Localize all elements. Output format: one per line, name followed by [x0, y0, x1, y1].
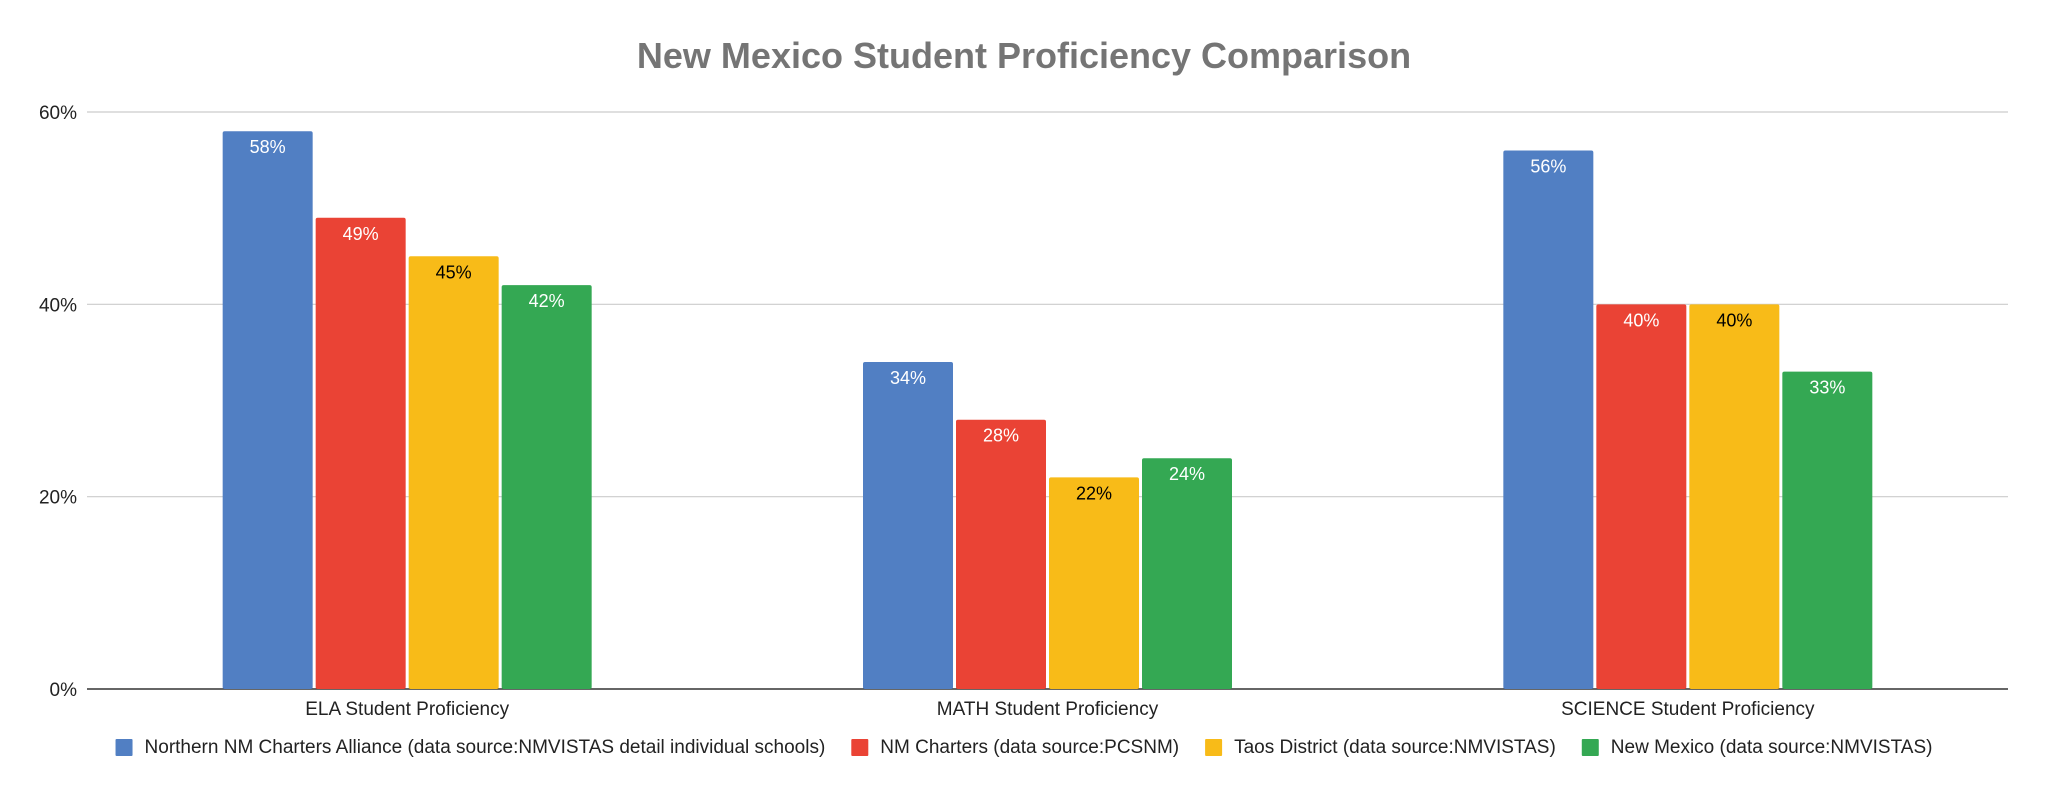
bar-3-3: [1689, 304, 1780, 689]
data-label: 56%: [1530, 156, 1566, 176]
bar-layer: [222, 131, 1873, 690]
y-tick-label: 40%: [39, 295, 77, 316]
bar-3-1: [408, 256, 499, 689]
bar-4-3: [1782, 371, 1873, 689]
y-tick-label: 60%: [39, 103, 77, 124]
grid-layer: [87, 111, 2008, 498]
legend-item: NM Charters (data source:PCSNM): [851, 737, 1179, 758]
x-axis: ELA Student Proficiency MATH Student Prof…: [305, 699, 1815, 720]
data-label: 24%: [1169, 464, 1205, 484]
bar-2-1: [315, 217, 406, 690]
bar-1-1: [222, 131, 313, 689]
legend-label: Northern NM Charters Alliance (data sour…: [145, 737, 826, 758]
legend-item: Taos District (data source:NMVISTAS): [1205, 737, 1556, 758]
x-tick-label: ELA Student Proficiency: [305, 699, 509, 720]
legend: Northern NM Charters Alliance (data sour…: [115, 737, 1933, 758]
legend-swatch: [115, 739, 133, 756]
legend-swatch: [1581, 739, 1599, 756]
x-tick-label: MATH Student Proficiency: [937, 699, 1159, 720]
data-label: 45%: [436, 262, 472, 282]
data-label-layer: 58% 49% 45% 42% 34% 28% 22% 24% 56% 40% 40% 33%: [250, 137, 1846, 503]
y-tick-label: 20%: [39, 488, 77, 509]
legend-label: Taos District (data source:NMVISTAS): [1234, 737, 1556, 758]
x-tick-label: SCIENCE Student Proficiency: [1561, 699, 1815, 720]
bar-4-1: [501, 285, 592, 689]
legend-item: Northern NM Charters Alliance (data sour…: [115, 737, 826, 758]
y-tick-label: 0%: [50, 680, 78, 701]
data-label: 49%: [343, 224, 379, 244]
legend-swatch: [1205, 739, 1223, 756]
data-label: 40%: [1716, 310, 1752, 330]
legend-label: NM Charters (data source:PCSNM): [880, 737, 1179, 758]
data-label: 42%: [529, 291, 565, 311]
data-label: 28%: [983, 426, 1019, 446]
data-label: 22%: [1076, 483, 1112, 503]
bar-2-3: [1596, 304, 1687, 689]
bar-2-2: [956, 419, 1046, 689]
bar-1-3: [1503, 150, 1594, 689]
chart-title: New Mexico Student Proficiency Compariso…: [637, 35, 1411, 76]
bar-1-2: [863, 362, 953, 689]
data-label: 58%: [250, 137, 286, 157]
y-axis: 0% 20% 40% 60%: [39, 103, 2008, 701]
legend-item: New Mexico (data source:NMVISTAS): [1581, 737, 1933, 758]
data-label: 40%: [1623, 310, 1659, 330]
data-label: 34%: [890, 368, 926, 388]
bar-3-2: [1049, 477, 1139, 689]
legend-swatch: [851, 739, 869, 756]
bar-4-2: [1142, 458, 1232, 689]
data-label: 33%: [1809, 378, 1845, 398]
legend-label: New Mexico (data source:NMVISTAS): [1611, 737, 1933, 758]
